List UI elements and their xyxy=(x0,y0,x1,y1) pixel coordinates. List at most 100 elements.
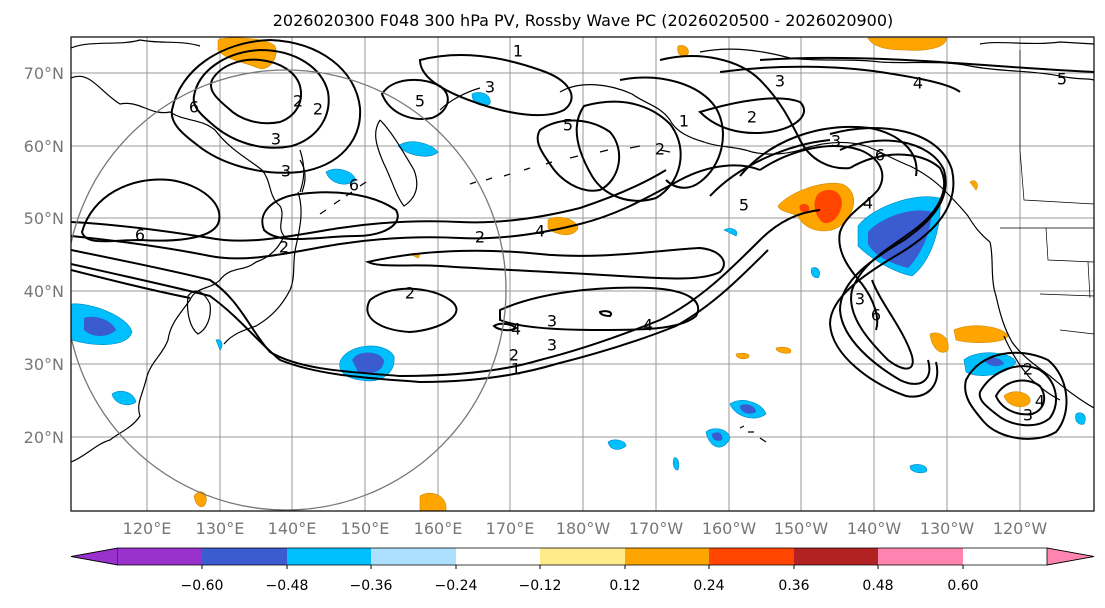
map-frame xyxy=(70,36,1095,512)
lon-label: 170°W xyxy=(629,519,684,538)
negative-anomaly-patch xyxy=(325,168,357,185)
contour-label: 1 xyxy=(511,360,521,379)
colorbar-tick-labels: −0.60 −0.48 −0.36 −0.24 −0.12 0.12 0.24 0.36 0.4… xyxy=(181,565,979,594)
negative-anomaly-patch xyxy=(723,228,738,237)
contour-label: 2 xyxy=(405,284,415,303)
colorbar-bin xyxy=(709,548,794,565)
strong-negative-core xyxy=(740,404,756,414)
colorbar-tick-label: −0.36 xyxy=(350,578,393,594)
colorbar-extend-high xyxy=(1046,547,1095,566)
contour-label: 4 xyxy=(535,222,545,241)
contour-label: 4 xyxy=(863,194,873,213)
strong-negative-core xyxy=(712,432,723,441)
strong-negative-core xyxy=(352,352,384,374)
kuril-islands xyxy=(319,181,367,215)
baja-coastline xyxy=(1003,335,1061,401)
lon-label: 160°E xyxy=(414,519,463,538)
contour-label: 2 xyxy=(509,346,519,365)
lat-label: 30°N xyxy=(24,355,64,374)
strong-negative-core xyxy=(984,357,1004,367)
pv-contour-line xyxy=(964,351,1068,440)
contour-label: 2 xyxy=(279,238,289,257)
pv-contour-line xyxy=(709,139,831,197)
pv-contour-line xyxy=(71,209,821,378)
us-canada-border xyxy=(1000,227,1094,335)
sakhalin-coastline xyxy=(299,149,305,193)
lat-label: 50°N xyxy=(24,209,64,228)
pv-contour-line xyxy=(365,246,725,280)
contour-label: 5 xyxy=(563,116,573,135)
strong-positive-core xyxy=(814,189,842,224)
contour-label: 4 xyxy=(511,320,521,339)
lat-label: 40°N xyxy=(24,282,64,301)
contour-label: 2 xyxy=(313,100,323,119)
shaded-anomalies xyxy=(71,37,1086,511)
pv-contour-line xyxy=(978,365,1057,427)
latitude-labels: 70°N 60°N 50°N 40°N 30°N 20°N xyxy=(24,64,64,447)
positive-anomaly-patch xyxy=(969,180,978,191)
contour-label: 1 xyxy=(679,112,689,131)
contour-label: 5 xyxy=(739,196,749,215)
colorbar-tick-label: 0.24 xyxy=(693,578,724,594)
colorbar-bin xyxy=(371,548,456,565)
pv-contour-line xyxy=(849,153,946,370)
contour-label: 3 xyxy=(831,132,841,151)
lon-label: 140°W xyxy=(847,519,902,538)
pv-contour-line xyxy=(698,97,806,134)
colorbar-bins xyxy=(70,547,1095,566)
lon-label: 120°W xyxy=(993,519,1048,538)
negative-anomaly-patch xyxy=(215,339,223,351)
negative-anomaly-patch xyxy=(1075,412,1086,425)
colorbar-tick-label: −0.12 xyxy=(519,578,562,594)
contour-label: 6 xyxy=(349,176,359,195)
contour-label: 4 xyxy=(1035,392,1045,411)
strong-negative-core xyxy=(84,316,116,336)
contour-label: 3 xyxy=(281,162,291,181)
pv-contour-line xyxy=(838,139,947,385)
north-america-coastline xyxy=(989,241,1094,409)
colorbar-tick-label: 0.12 xyxy=(609,578,640,594)
pv-contour-line xyxy=(492,322,518,332)
colorbar-bin xyxy=(878,548,963,565)
pv-contour-line xyxy=(739,125,918,177)
pv-contour-line xyxy=(499,286,700,332)
pv-contour-line xyxy=(575,100,682,202)
colorbar-bin xyxy=(202,548,287,565)
colorbar-bin xyxy=(287,548,371,565)
longitude-labels: 120°E 130°E 140°E 150°E 160°E 170°E 180°W 170°W… xyxy=(123,519,1048,538)
lat-label: 60°N xyxy=(24,137,64,156)
contour-label: 2 xyxy=(1023,360,1033,379)
positive-anomaly-patch xyxy=(929,332,949,353)
contour-label: 1 xyxy=(513,42,523,61)
contour-label: 3 xyxy=(485,78,495,97)
pv-contour-line xyxy=(759,56,1094,73)
contour-label: 4 xyxy=(643,316,653,335)
contour-label: 6 xyxy=(189,98,199,117)
colorbar-tick-label: 0.48 xyxy=(862,578,893,594)
pv-contour-line xyxy=(71,164,761,260)
colorbar-tick-label: −0.60 xyxy=(181,578,224,594)
colorbar-bin xyxy=(118,548,202,565)
positive-anomaly-patch xyxy=(677,45,689,57)
negative-anomaly-patch xyxy=(397,141,439,157)
contour-label: 6 xyxy=(135,226,145,245)
colorbar-tick-label: −0.48 xyxy=(266,578,309,594)
lat-label: 20°N xyxy=(24,428,64,447)
colorbar-bin xyxy=(625,548,709,565)
lon-label: 120°E xyxy=(123,519,172,538)
contour-label: 2 xyxy=(655,140,665,159)
arctic-coastline xyxy=(699,41,1094,81)
lon-label: 160°W xyxy=(702,519,757,538)
negative-anomaly-patch xyxy=(909,464,928,474)
lon-label: 150°W xyxy=(774,519,829,538)
pv-contour-line xyxy=(71,169,667,242)
pv-contour-line xyxy=(71,269,191,299)
negative-anomaly-patch xyxy=(607,439,627,450)
colorbar-tick-label: 0.36 xyxy=(778,578,809,594)
pv-contour-line xyxy=(719,65,961,93)
hawaii-islands xyxy=(739,425,767,443)
colorbar-bin xyxy=(456,548,540,565)
